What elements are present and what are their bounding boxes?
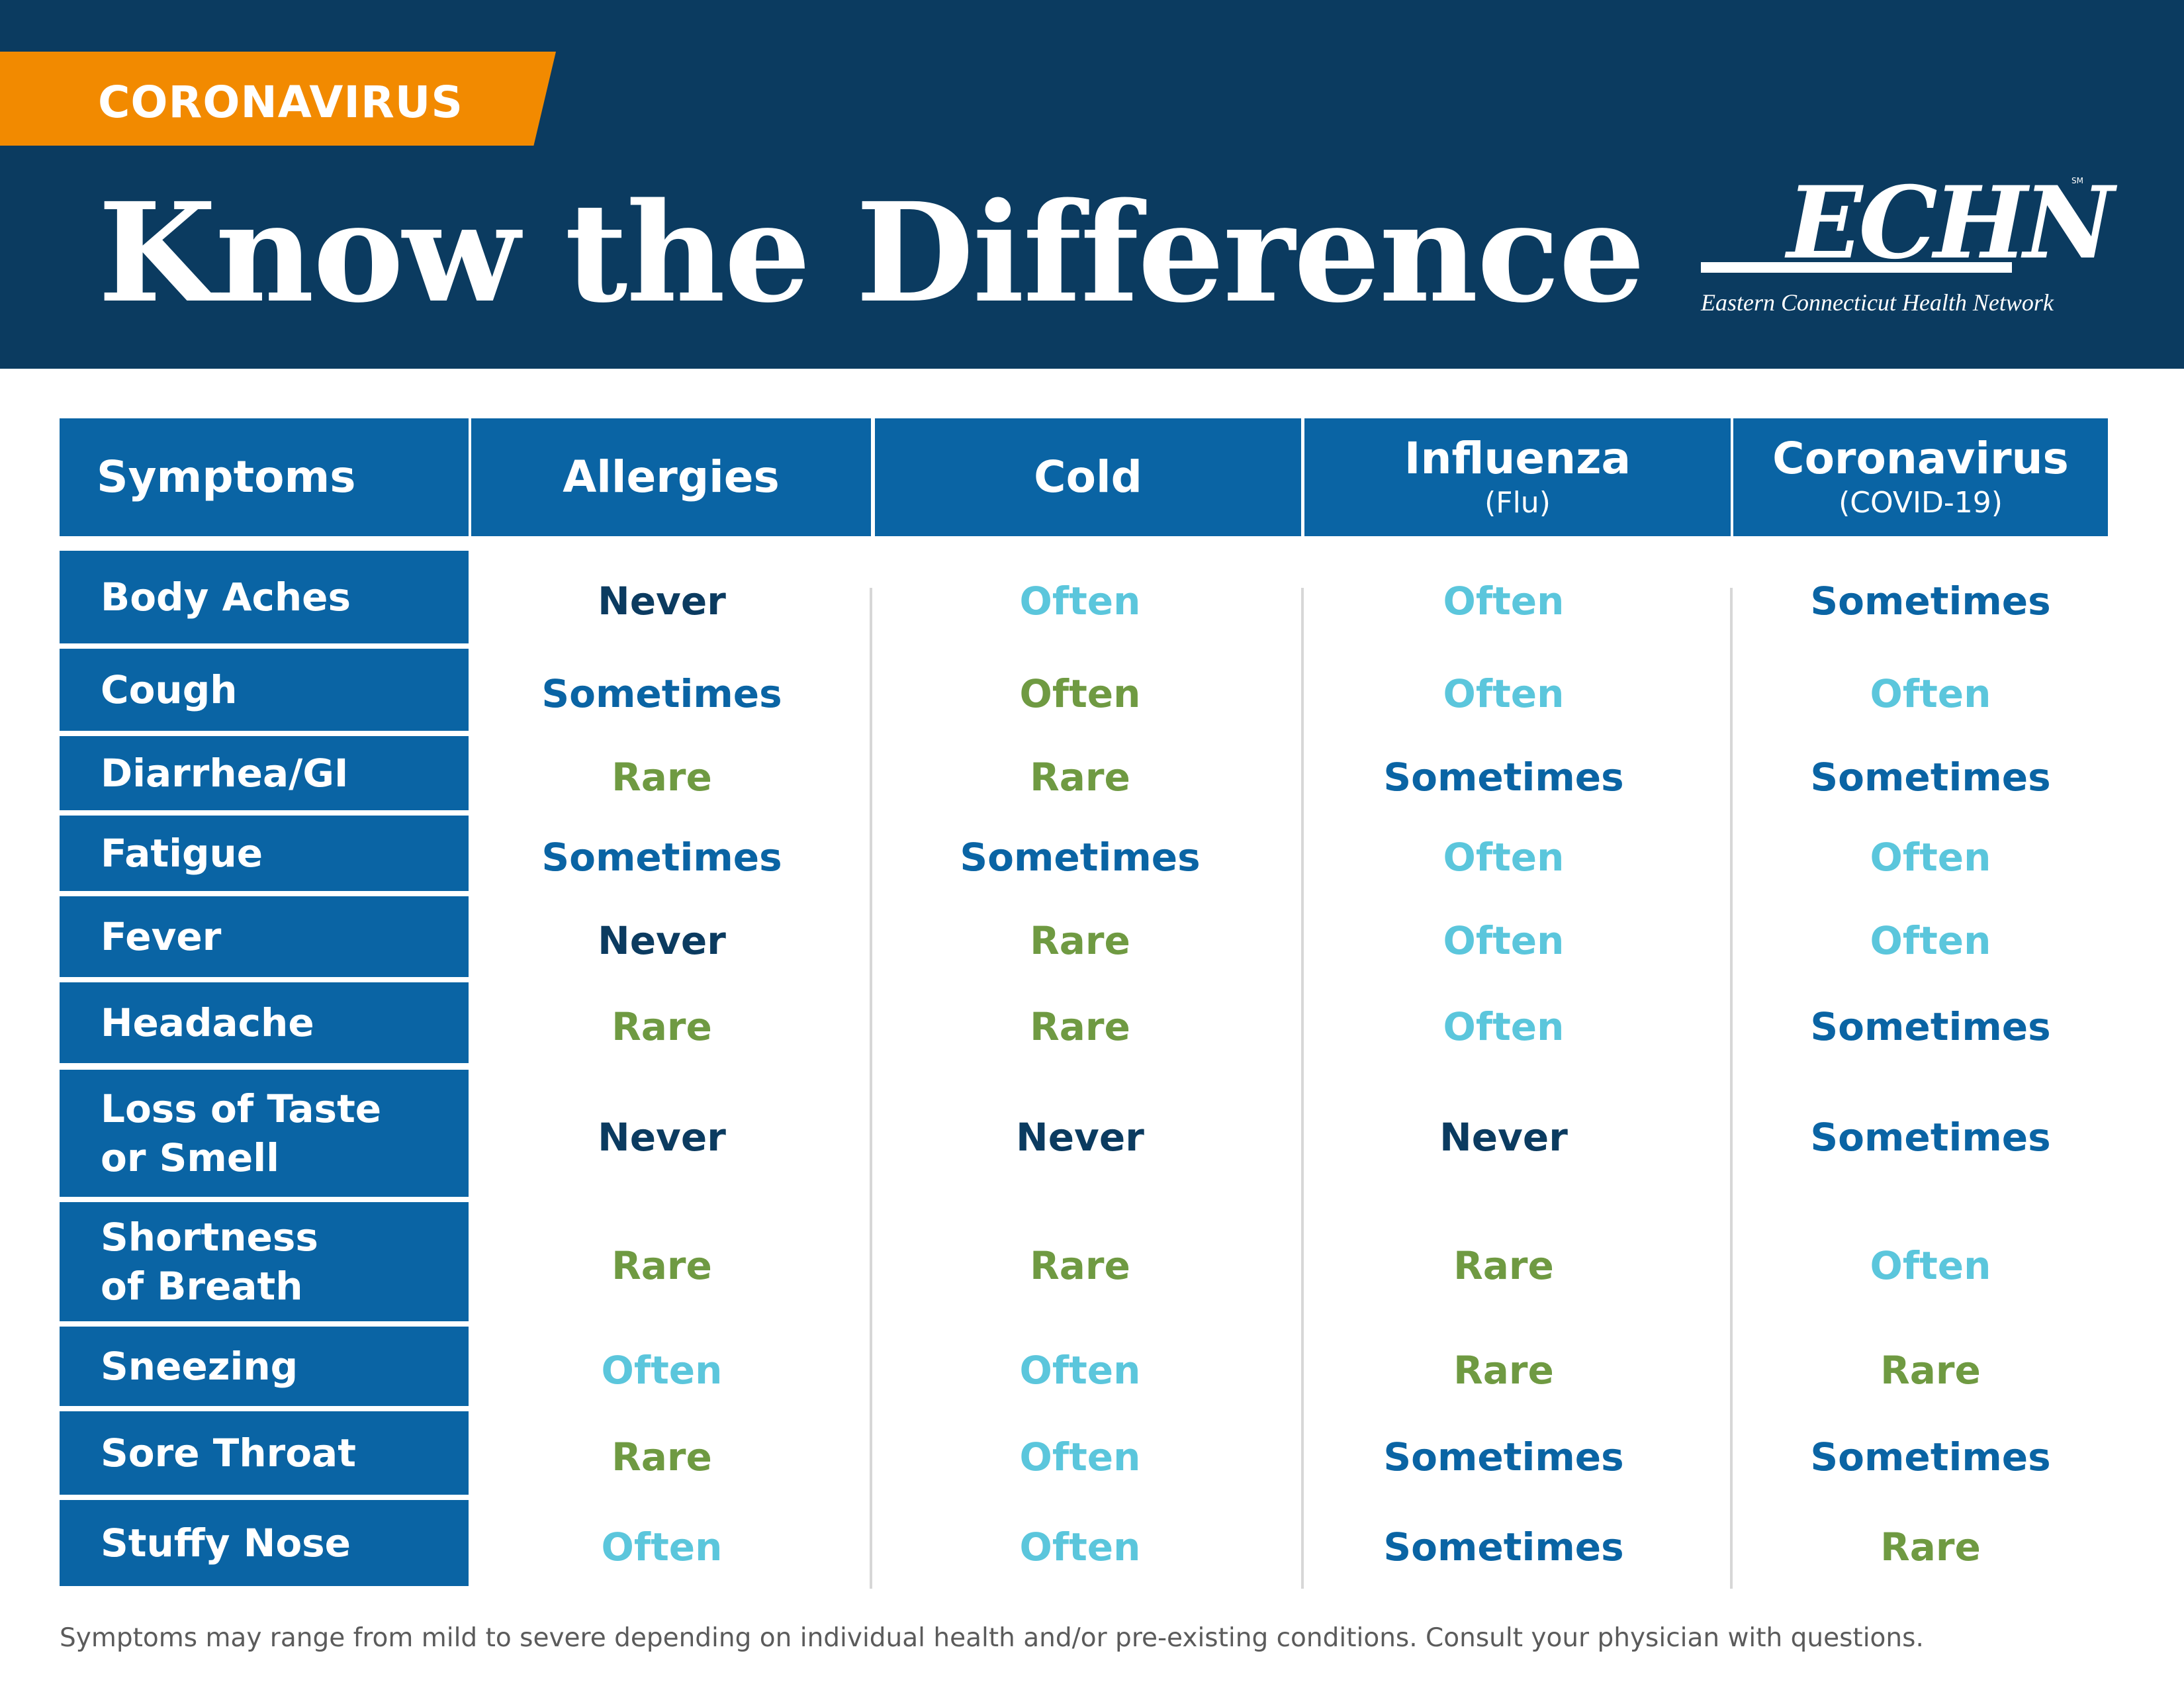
table-cell-value: Rare: [1030, 755, 1130, 800]
table-cell-value: Sometimes: [1383, 755, 1624, 800]
table-cell-value: Rare: [1453, 1348, 1554, 1393]
symptom-label-text: Fatigue: [101, 831, 263, 876]
table-cell-value: Rare: [612, 1434, 712, 1479]
table-cell-value: Often: [1443, 671, 1565, 716]
table-cell-value: Rare: [1030, 918, 1130, 963]
table-cell-value: Rare: [612, 755, 712, 800]
table-cell-value: Sometimes: [1810, 1004, 2051, 1049]
table-cell-value: Often: [1870, 671, 1991, 716]
table-cell-value: Often: [1443, 1004, 1565, 1049]
column-header-label: Allergies: [563, 451, 780, 502]
symptom-label: Sneezing: [60, 1327, 469, 1406]
symptom-label: Diarrhea/GI: [60, 736, 469, 810]
header-banner: CORONAVIRUS Know the Difference ECHN SM …: [0, 0, 2184, 369]
table-cell-value: Sometimes: [541, 671, 782, 716]
table-cell-value: Often: [1019, 671, 1141, 716]
table-cell-value: Sometimes: [1810, 755, 2051, 800]
echn-logo-tagline: Eastern Connecticut Health Network: [1701, 289, 2054, 316]
table-cell-value: Sometimes: [1383, 1524, 1624, 1570]
table-cell-value: Sometimes: [1810, 1434, 2051, 1479]
table-cell-value: Often: [601, 1348, 723, 1393]
symptom-label-text: Diarrhea/GI: [101, 751, 349, 796]
table-cell-value: Rare: [612, 1004, 712, 1049]
table-cell-value: Often: [1870, 835, 1991, 880]
table-cell-value: Rare: [1453, 1243, 1554, 1288]
symptom-label-text: Headache: [101, 1000, 314, 1045]
echn-logo-mark: ECHN: [1787, 165, 2115, 281]
symptom-label: Sore Throat: [60, 1411, 469, 1495]
symptom-label: Stuffy Nose: [60, 1500, 469, 1586]
table-cell-value: Often: [1443, 918, 1565, 963]
table-cell-value: Sometimes: [1810, 579, 2051, 624]
table-cell-value: Often: [1870, 1243, 1991, 1288]
table-cell-value: Sometimes: [960, 835, 1201, 880]
table-cell-value: Never: [1016, 1115, 1144, 1160]
category-tag-label: CORONAVIRUS: [98, 77, 463, 128]
symptom-label-text: Stuffy Nose: [101, 1521, 351, 1566]
table-cell-value: Often: [601, 1524, 723, 1570]
symptom-label-text: Shortness of Breath: [101, 1215, 318, 1309]
symptom-label: Loss of Taste or Smell: [60, 1070, 469, 1197]
symptom-label: Fatigue: [60, 816, 469, 891]
column-divider: [1301, 588, 1304, 1589]
column-header-symptoms: Symptoms: [60, 418, 469, 536]
symptom-label-text: Loss of Taste or Smell: [101, 1086, 382, 1180]
symptom-label-text: Fever: [101, 914, 222, 959]
table-cell-value: Often: [1870, 918, 1991, 963]
symptom-label: Fever: [60, 896, 469, 977]
column-header-allergies: Allergies: [471, 418, 871, 536]
table-cell-value: Rare: [1880, 1524, 1981, 1570]
column-header-label: Influenza: [1404, 433, 1631, 484]
table-cell-value: Often: [1019, 1348, 1141, 1393]
table-cell-value: Sometimes: [1810, 1115, 2051, 1160]
symptom-label-text: Body Aches: [101, 575, 351, 620]
table-cell-value: Often: [1019, 579, 1141, 624]
table-cell-value: Rare: [612, 1243, 712, 1288]
column-header-label: Symptoms: [97, 451, 356, 502]
column-divider: [870, 588, 872, 1589]
column-divider: [1730, 588, 1733, 1589]
table-cell-value: Rare: [1030, 1243, 1130, 1288]
table-cell-value: Sometimes: [541, 835, 782, 880]
symptom-label: Shortness of Breath: [60, 1202, 469, 1321]
symptom-label-text: Sore Throat: [101, 1430, 356, 1476]
column-header-label: Coronavirus: [1772, 433, 2069, 484]
table-cell-value: Often: [1019, 1524, 1141, 1570]
table-cell-value: Sometimes: [1383, 1434, 1624, 1479]
page-title: Know the Difference: [98, 173, 1645, 333]
table-cell-value: Often: [1443, 579, 1565, 624]
symptom-label-text: Sneezing: [101, 1344, 298, 1389]
footnote: Symptoms may range from mild to severe d…: [60, 1623, 1924, 1653]
table-cell-value: Rare: [1030, 1004, 1130, 1049]
column-header-coronavirus: Coronavirus (COVID-19): [1733, 418, 2108, 536]
echn-logo: ECHN SM Eastern Connecticut Health Netwo…: [1701, 173, 2115, 326]
column-header-label: Cold: [1034, 451, 1142, 502]
category-tag: CORONAVIRUS: [0, 52, 556, 146]
table-cell-value: Often: [1443, 835, 1565, 880]
table-cell-value: Never: [598, 918, 726, 963]
logo-underline: [1701, 262, 2012, 273]
column-header-influenza: Influenza (Flu): [1304, 418, 1731, 536]
table-cell-value: Never: [598, 579, 726, 624]
symptom-label: Cough: [60, 649, 469, 731]
table-cell-value: Never: [1439, 1115, 1568, 1160]
service-mark: SM: [2071, 176, 2083, 185]
column-header-sublabel: (COVID-19): [1839, 486, 2003, 520]
symptom-label: Body Aches: [60, 551, 469, 643]
table-cell-value: Never: [598, 1115, 726, 1160]
column-header-cold: Cold: [875, 418, 1301, 536]
column-header-sublabel: (Flu): [1484, 486, 1551, 520]
symptom-label: Headache: [60, 982, 469, 1063]
table-cell-value: Rare: [1880, 1348, 1981, 1393]
symptom-label-text: Cough: [101, 667, 238, 712]
table-cell-value: Often: [1019, 1434, 1141, 1479]
